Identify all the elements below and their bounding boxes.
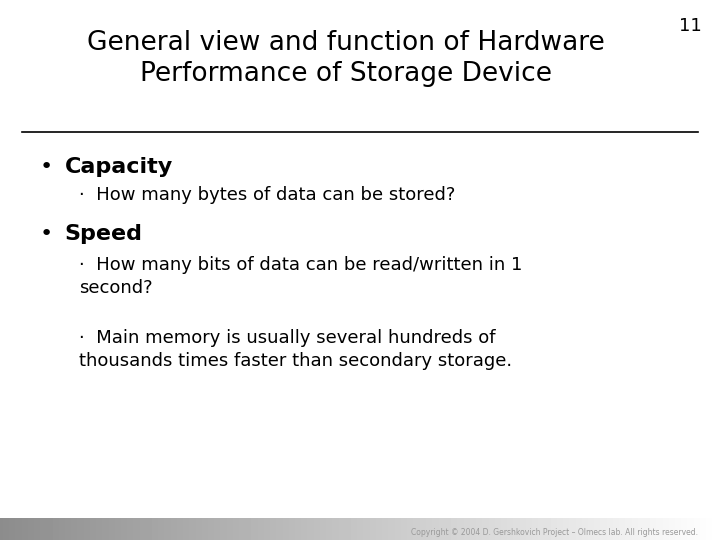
- Text: ·  How many bytes of data can be stored?: · How many bytes of data can be stored?: [79, 186, 456, 204]
- Text: General view and function of Hardware
Performance of Storage Device: General view and function of Hardware Pe…: [86, 30, 605, 87]
- Text: Speed: Speed: [65, 224, 143, 244]
- Text: •: •: [40, 157, 53, 177]
- Text: ·  Main memory is usually several hundreds of
thousands times faster than second: · Main memory is usually several hundred…: [79, 329, 513, 370]
- Text: Capacity: Capacity: [65, 157, 173, 177]
- Text: Copyright © 2004 D. Gershkovich Project – Olmecs lab. All rights reserved.: Copyright © 2004 D. Gershkovich Project …: [411, 529, 698, 537]
- Text: 11: 11: [679, 17, 702, 35]
- Text: •: •: [40, 224, 53, 244]
- Text: ·  How many bits of data can be read/written in 1
second?: · How many bits of data can be read/writ…: [79, 256, 523, 298]
